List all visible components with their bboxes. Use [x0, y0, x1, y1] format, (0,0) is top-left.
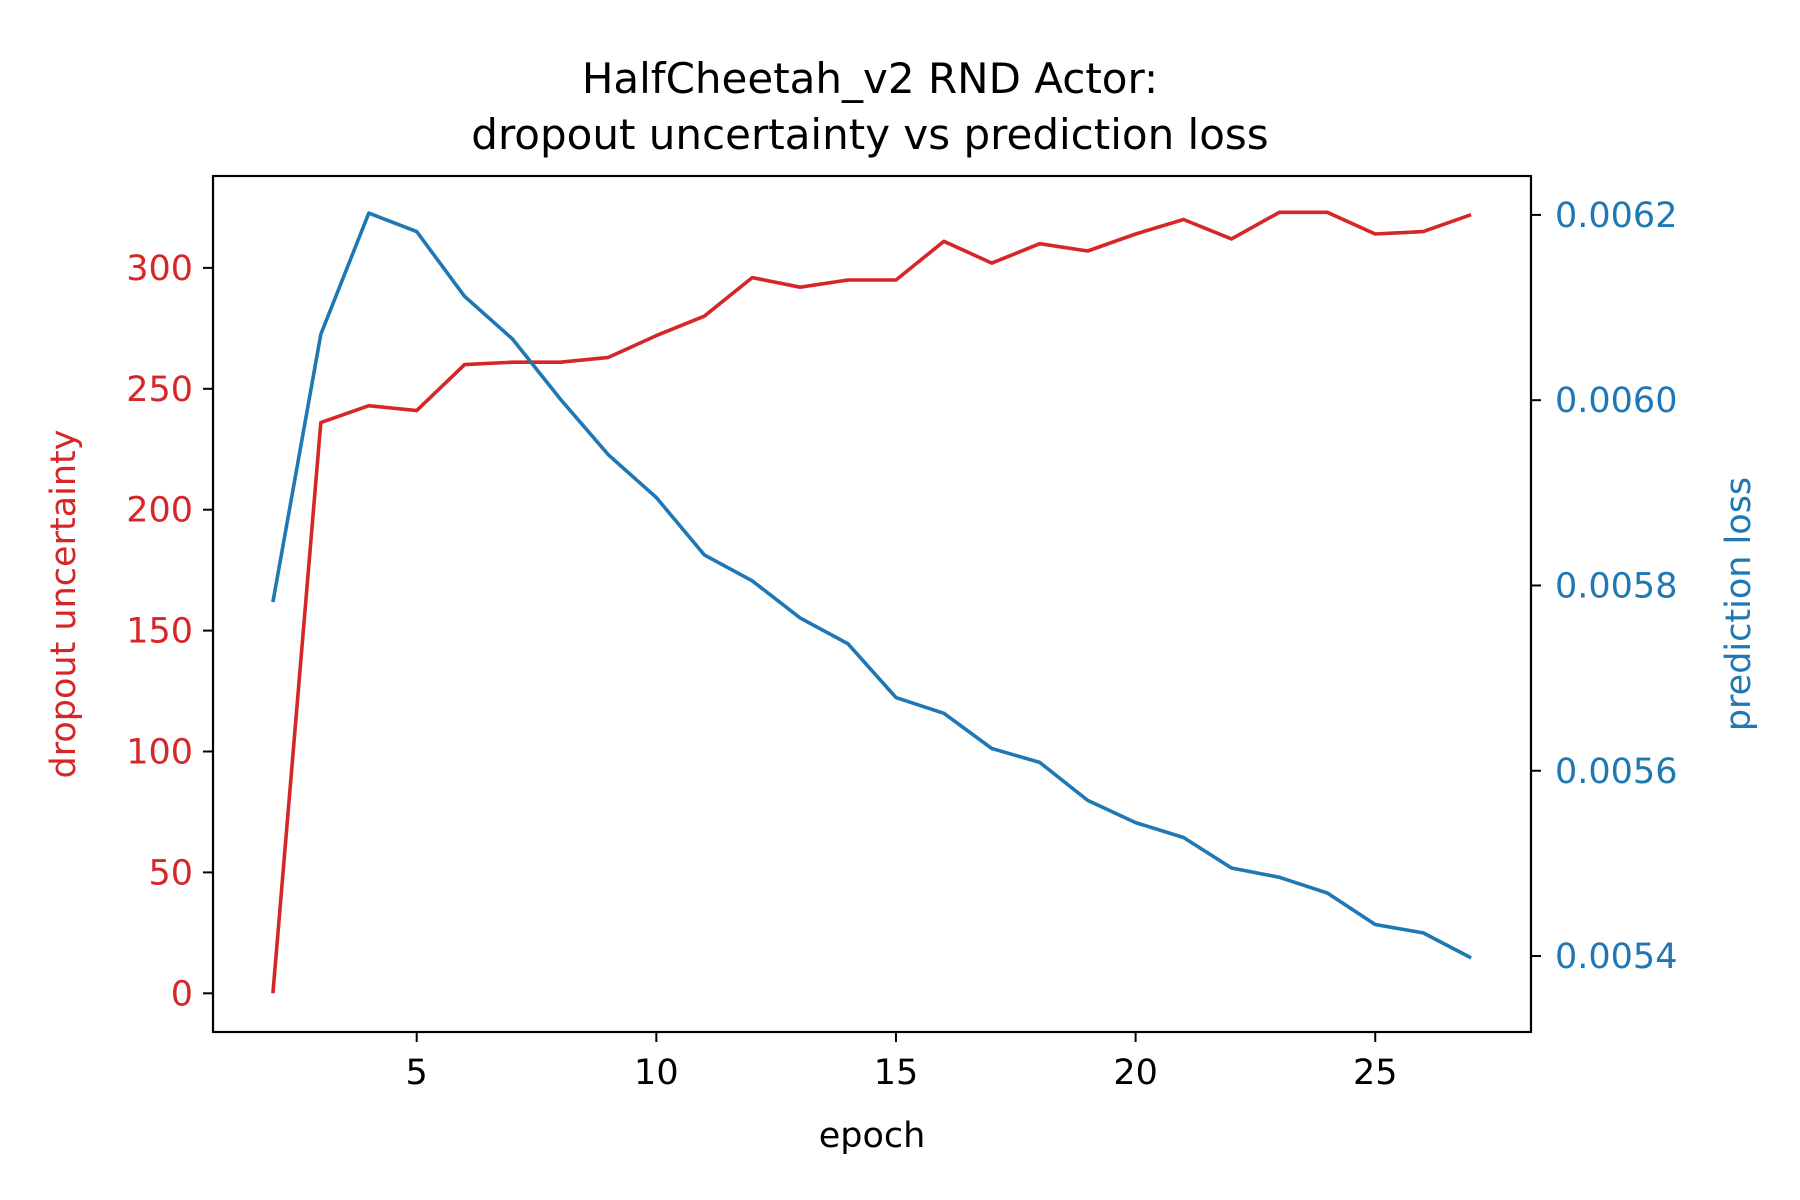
x-tick-label: 15 [874, 1053, 919, 1093]
x-tick-label: 5 [406, 1053, 428, 1093]
y-right-tick-label: 0.0054 [1555, 937, 1677, 977]
y-left-tick-label: 250 [126, 370, 193, 410]
y-left-tick-label: 50 [148, 853, 193, 893]
y-left-tick-label: 150 [126, 612, 193, 652]
x-tick-label: 25 [1353, 1053, 1398, 1093]
y-axis-left-label: dropout uncertainty [44, 430, 84, 779]
x-tick-label: 10 [634, 1053, 679, 1093]
chart-title-line-1: HalfCheetah_v2 RND Actor: [582, 54, 1158, 103]
chart-title-line-2: dropout uncertainty vs prediction loss [471, 110, 1268, 159]
y-left-tick-label: 300 [126, 249, 193, 289]
x-axis-label: epoch [819, 1116, 926, 1156]
series-line-prediction-loss [271, 211, 1472, 960]
series-layer [271, 210, 1472, 994]
plot-frame [211, 174, 1533, 1034]
y-left-tick-label: 0 [171, 974, 193, 1014]
x-tick-label: 20 [1113, 1053, 1158, 1093]
y-right-tick-label: 0.0058 [1555, 566, 1677, 606]
series-line-dropout-uncertainty [271, 210, 1472, 994]
y-left-tick-label: 100 [126, 733, 193, 773]
y-left-tick-label: 200 [126, 491, 193, 531]
y-right-tick-label: 0.0062 [1555, 196, 1677, 236]
y-right-tick-label: 0.0056 [1555, 752, 1677, 792]
y-right-tick-label: 0.0060 [1555, 381, 1677, 421]
y-axis-right-label: prediction loss [1719, 477, 1759, 731]
tick-layer: 5 10 15 20 250501001502002503000.00540.00560… [126, 196, 1677, 1093]
